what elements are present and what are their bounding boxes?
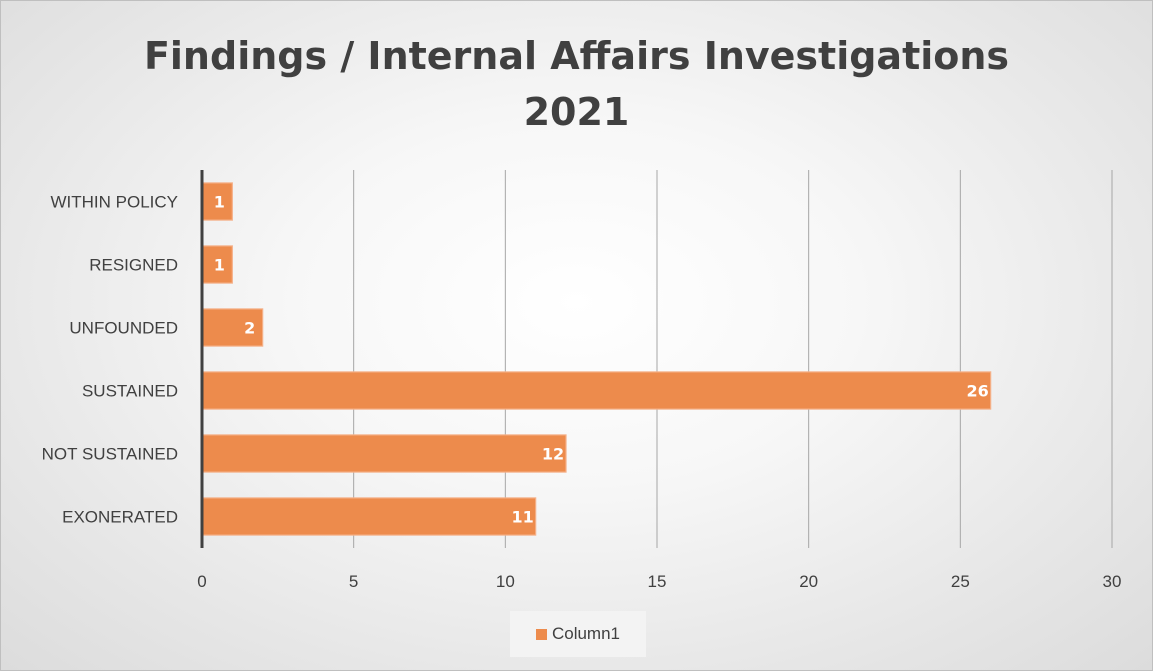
category-label: NOT SUSTAINED — [42, 445, 178, 464]
bar — [201, 308, 264, 347]
x-tick-label: 15 — [648, 572, 667, 591]
bar — [201, 371, 992, 410]
chart-title: Findings / Internal Affairs Investigatio… — [0, 28, 1153, 140]
data-label: 11 — [512, 508, 534, 527]
data-label: 1 — [214, 256, 225, 275]
legend: Column1 — [510, 611, 646, 657]
data-label: 1 — [214, 193, 225, 212]
x-tick-label: 10 — [496, 572, 515, 591]
category-label: RESIGNED — [89, 256, 178, 275]
legend-swatch — [535, 628, 547, 640]
bar — [201, 182, 233, 221]
x-tick-label: 0 — [197, 572, 206, 591]
bar — [201, 434, 567, 473]
data-label: 26 — [967, 382, 989, 401]
category-label: WITHIN POLICY — [50, 193, 178, 212]
bar — [201, 497, 537, 536]
bar — [201, 245, 233, 284]
x-tick-label: 20 — [799, 572, 818, 591]
category-label: SUSTAINED — [82, 382, 178, 401]
chart-title-line-2: 2021 — [523, 90, 630, 134]
category-label: EXONERATED — [62, 508, 178, 527]
x-tick-label: 30 — [1103, 572, 1122, 591]
x-tick-label: 25 — [951, 572, 970, 591]
category-label: UNFOUNDED — [69, 319, 178, 338]
chart-title-line-1: Findings / Internal Affairs Investigatio… — [143, 34, 1010, 78]
x-tick-label: 5 — [349, 572, 358, 591]
data-label: 2 — [244, 319, 255, 338]
legend-label: Column1 — [551, 624, 621, 643]
data-label: 12 — [542, 445, 564, 464]
